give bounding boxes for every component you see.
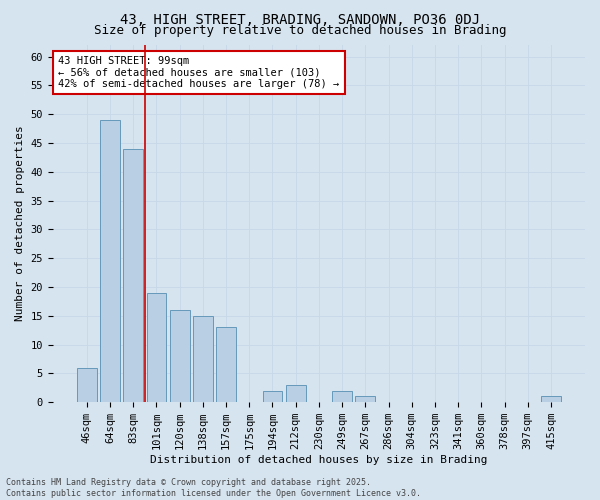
Bar	[541, 396, 561, 402]
Text: 43, HIGH STREET, BRADING, SANDOWN, PO36 0DJ: 43, HIGH STREET, BRADING, SANDOWN, PO36 …	[120, 12, 480, 26]
Bar	[77, 368, 97, 402]
Bar	[355, 396, 375, 402]
Y-axis label: Number of detached properties: Number of detached properties	[15, 126, 25, 322]
Bar	[263, 390, 283, 402]
Bar	[216, 328, 236, 402]
Text: 43 HIGH STREET: 99sqm
← 56% of detached houses are smaller (103)
42% of semi-det: 43 HIGH STREET: 99sqm ← 56% of detached …	[58, 56, 340, 89]
Bar	[124, 148, 143, 402]
Bar	[146, 293, 166, 402]
Bar	[332, 390, 352, 402]
Text: Contains HM Land Registry data © Crown copyright and database right 2025.
Contai: Contains HM Land Registry data © Crown c…	[6, 478, 421, 498]
Bar	[170, 310, 190, 402]
Bar	[286, 385, 305, 402]
X-axis label: Distribution of detached houses by size in Brading: Distribution of detached houses by size …	[150, 455, 488, 465]
Bar	[100, 120, 120, 402]
Bar	[193, 316, 213, 402]
Text: Size of property relative to detached houses in Brading: Size of property relative to detached ho…	[94, 24, 506, 37]
